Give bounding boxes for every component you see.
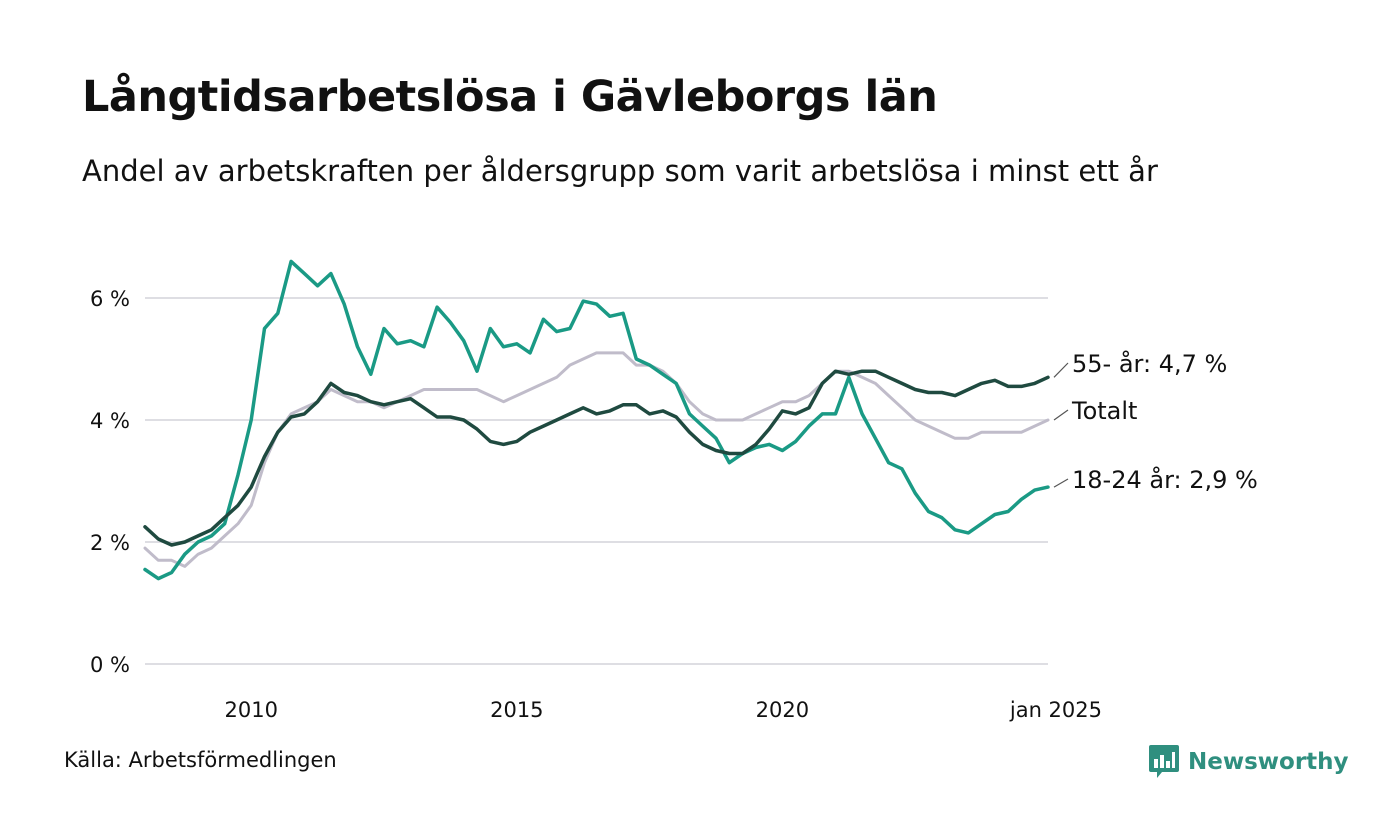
series-line-youth [143,259,1050,581]
x-tick-label: 2010 [225,698,278,722]
end-label-youth: 18-24 år: 2,9 % [1072,465,1258,494]
series-line-senior [143,369,1050,547]
end-label-leader-total [1053,409,1069,421]
end-label-total: Totalt [1071,397,1137,425]
series-line-total [143,351,1050,568]
y-tick-label: 6 % [90,287,130,311]
y-tick-label: 4 % [90,409,130,433]
x-tick-label: 2020 [756,698,809,722]
x-tick-label: jan 2025 [1009,698,1102,722]
brand-logo: Newsworthy [1148,744,1349,780]
chart-title: Långtidsarbetslösa i Gävleborgs län [82,72,938,122]
newsworthy-logo-icon [1149,745,1179,778]
chart-subtitle: Andel av arbetskraften per åldersgrupp s… [82,154,1158,188]
end-label-leader-senior [1053,362,1069,378]
brand-name: Newsworthy [1188,749,1349,775]
end-label-senior: 55- år: 4,7 % [1072,349,1227,378]
y-tick-label: 2 % [90,531,130,555]
source-note: Källa: Arbetsförmedlingen [64,748,337,772]
y-tick-label: 0 % [90,653,130,677]
end-label-leader-youth [1053,478,1069,488]
x-tick-label: 2015 [490,698,543,722]
